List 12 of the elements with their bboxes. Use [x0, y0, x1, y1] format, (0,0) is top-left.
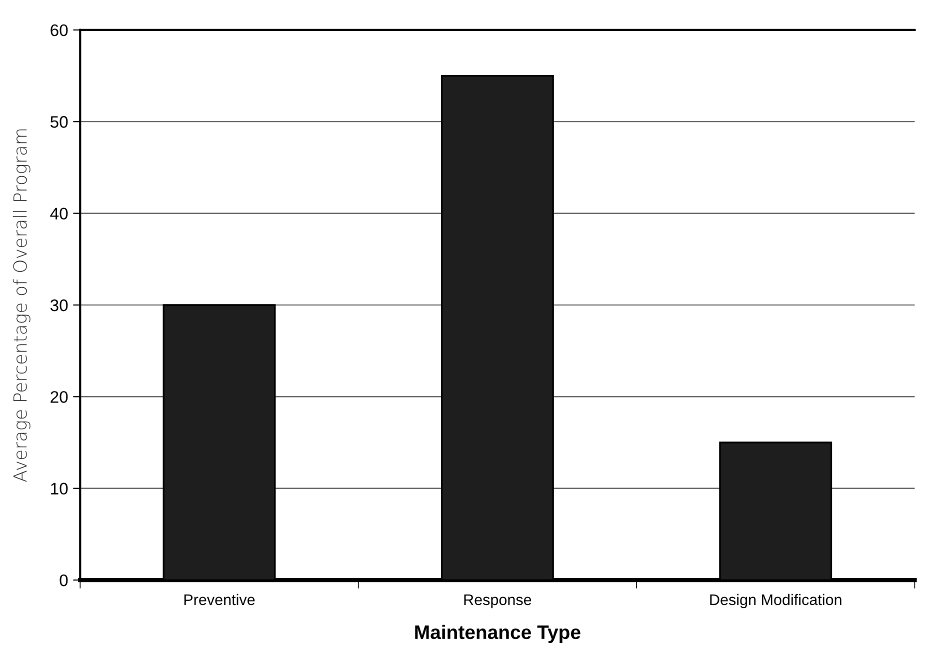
- y-tick-label: 60: [50, 24, 68, 36]
- y-tick-label: 40: [50, 208, 68, 220]
- y-tick-label: 30: [50, 299, 68, 312]
- x-tick-label: Design Modification: [710, 594, 842, 608]
- x-tick-label: Preventive: [184, 594, 255, 606]
- y-tick-label: 0: [60, 574, 68, 586]
- x-axis-title: Maintenance Type: [415, 624, 580, 643]
- y-axis-title: Average Percentage of Overall Program: [12, 129, 30, 482]
- y-tick-label: 20: [50, 391, 68, 403]
- y-tick-label: 10: [51, 482, 68, 495]
- x-tick-label: Response: [464, 594, 532, 608]
- y-tick-label: 50: [50, 116, 68, 128]
